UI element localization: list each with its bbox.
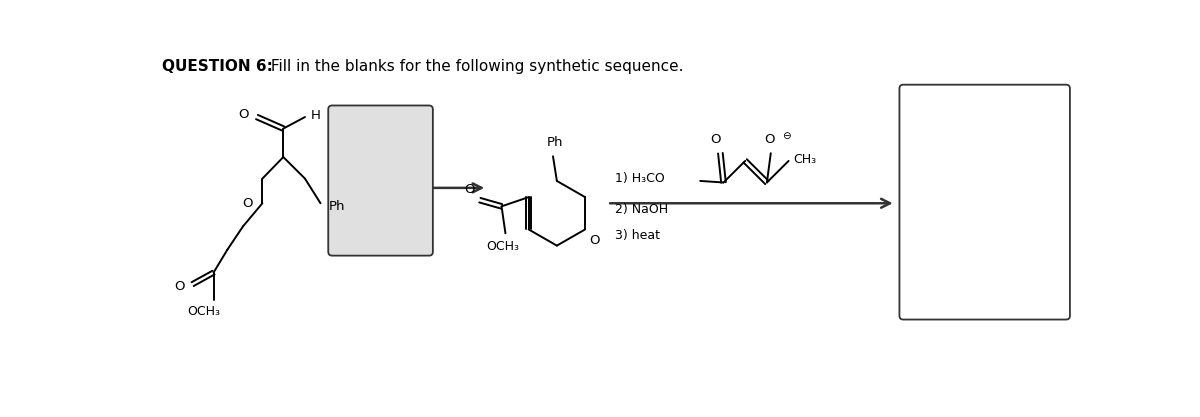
Text: O: O (589, 234, 600, 247)
Text: Ph: Ph (329, 200, 344, 213)
Text: O: O (174, 280, 185, 293)
Text: 2) NaOH: 2) NaOH (616, 203, 668, 216)
Text: O: O (242, 197, 253, 210)
Text: O: O (710, 133, 721, 146)
Text: OCH₃: OCH₃ (187, 304, 221, 318)
Text: O: O (764, 133, 774, 146)
Text: CH₃: CH₃ (793, 153, 816, 166)
FancyBboxPatch shape (900, 85, 1070, 319)
Text: 1) H₃CO: 1) H₃CO (616, 172, 665, 185)
Text: Ph: Ph (546, 136, 563, 148)
Text: OCH₃: OCH₃ (487, 240, 520, 253)
Text: O: O (464, 183, 475, 196)
Text: ⊖: ⊖ (781, 131, 791, 141)
Text: QUESTION 6:: QUESTION 6: (162, 59, 272, 74)
Text: Fill in the blanks for the following synthetic sequence.: Fill in the blanks for the following syn… (266, 59, 684, 74)
Text: H: H (311, 109, 320, 122)
Text: 3) heat: 3) heat (616, 229, 660, 242)
FancyBboxPatch shape (329, 106, 433, 256)
Text: O: O (239, 108, 250, 121)
